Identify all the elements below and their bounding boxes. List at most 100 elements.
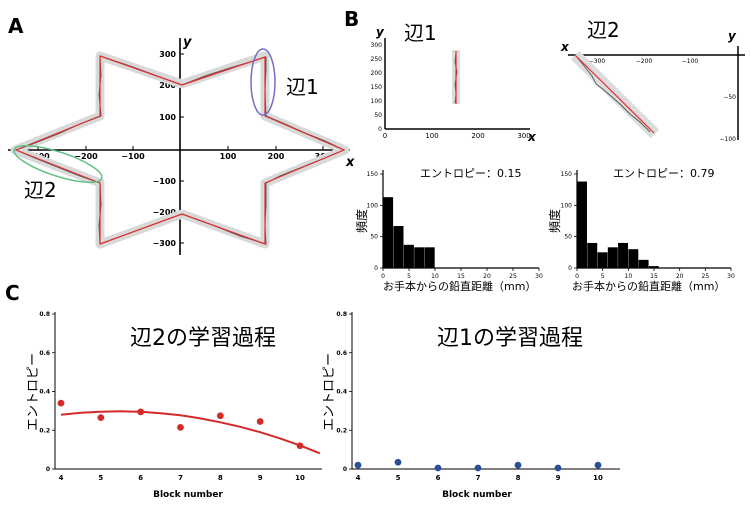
scatter-y-tick: 0.4 [336, 389, 347, 396]
hist-x-tick: 20 [676, 273, 684, 280]
scatter-x-tick: 8 [218, 474, 223, 482]
scatter-x-tick: 6 [138, 474, 143, 482]
scatter-point [216, 412, 224, 420]
scatter-point [594, 461, 602, 469]
scatter-point [137, 408, 145, 416]
scatter-y-tick: 0.4 [39, 389, 50, 396]
a-y-tick: −200 [153, 208, 177, 217]
hist-x-tick: 15 [650, 273, 658, 280]
b-edge2-trace [575, 55, 651, 133]
scatter-x-tick: 4 [356, 474, 361, 482]
b-edge2-y-tick: −50 [723, 94, 736, 101]
a-edge1-label: 辺1 [286, 75, 319, 99]
a-star-reference [15, 55, 345, 245]
scatter-x-label: Block number [442, 490, 512, 500]
b-edge2-y-tick: −100 [720, 136, 737, 143]
a-edge2-highlight [13, 145, 103, 183]
hist-y-tick: 150 [367, 171, 379, 178]
hist-x-tick: 25 [702, 273, 710, 280]
scatter-point [296, 442, 304, 450]
a-y-tick: 300 [159, 50, 176, 59]
hist-y-tick: 50 [564, 234, 572, 241]
b-edge2-x-tick: −100 [682, 58, 699, 65]
hist-bar [577, 181, 587, 268]
hist-bar [628, 249, 639, 268]
scatter-x-tick: 6 [436, 474, 441, 482]
b-edge1-title: 辺1 [404, 21, 437, 45]
b-edge1-x-tick: 200 [471, 132, 484, 140]
hist-bar [638, 259, 649, 268]
b-edge2-title: 辺2 [587, 18, 620, 42]
hist-x-tick: 20 [483, 273, 491, 280]
b-edge1-y-tick: 250 [371, 56, 383, 63]
b-edge2-x-label: x [560, 40, 570, 54]
scatter-y-tick: 0.8 [39, 311, 50, 318]
panel-a-star-plot: x y −300 −200 −100 100 200 300 300 200 1… [8, 35, 355, 255]
scatter-point [256, 418, 264, 425]
a-x-tick: −200 [74, 152, 98, 161]
hist-y-tick: 0 [374, 265, 378, 272]
scatter-x-label: Block number [153, 490, 223, 500]
b-edge1-plot: 辺1 y x 0 50 100 150 200 250 300 0 100 20… [371, 21, 537, 144]
b-edge2-x-tick: −300 [589, 58, 606, 65]
scatter-x-tick: 9 [258, 474, 263, 482]
scatter-y-tick: 0.2 [336, 427, 347, 434]
b-edge1-x-tick: 0 [383, 132, 387, 140]
a-y-tick: −300 [153, 239, 177, 248]
scatter-x-tick: 9 [556, 474, 561, 482]
hist-y-tick: 150 [561, 171, 573, 178]
panel-letter-c: C [5, 281, 20, 305]
hist-y-tick: 100 [367, 202, 379, 209]
hist-bar [597, 252, 608, 268]
scatter-x-tick: 8 [516, 474, 521, 482]
hist-x-tick: 30 [727, 273, 735, 280]
hist-bar [414, 247, 425, 268]
hist-bar [618, 242, 629, 268]
hist-x-tick: 5 [407, 273, 411, 280]
b-histogram-edge1: 0 5 10 15 20 25 30 0 50 100 150 エントロピー：0.15 頻度お手本からの… [354, 167, 543, 293]
scatter-point [177, 423, 184, 431]
scatter-point [394, 458, 402, 466]
a-x-tick: −100 [121, 152, 145, 161]
b-edge1-y-label: y [376, 25, 385, 39]
hist-x-tick: 0 [381, 273, 385, 280]
scatter-y-tick: 0.6 [336, 350, 347, 357]
hist-x-tick: 15 [457, 273, 465, 280]
a-x-tick: 100 [220, 152, 237, 161]
b-edge2-y-label: y [728, 29, 737, 43]
panel-letter-b: B [344, 7, 359, 31]
hist-x-tick: 10 [431, 273, 439, 280]
scatter-y-tick: 0.2 [39, 427, 50, 434]
scatter-point [514, 461, 522, 469]
b-edge2-plot: 辺2 x y −300 −200 −100 −50 −100 [560, 18, 745, 143]
scatter-x-tick: 7 [476, 474, 481, 482]
hist-bar [648, 266, 659, 268]
hist-y-tick: 100 [561, 202, 573, 209]
scatter-x-tick: 5 [396, 474, 401, 482]
hist-y-label: 頻度 [547, 209, 562, 233]
hist-x-tick: 10 [625, 273, 633, 280]
scatter-title: 辺2の学習過程 [130, 326, 276, 351]
b-edge1-y-tick: 50 [374, 112, 382, 119]
hist-x-label: お手本からの鉛直距離（mm） [572, 279, 725, 293]
scatter-x-tick: 10 [295, 474, 305, 482]
a-x-tick: 200 [268, 152, 285, 161]
hist-bar [393, 226, 404, 268]
a-edge2-label: 辺2 [24, 178, 57, 202]
scatter-point [554, 464, 562, 472]
a-x-axis-label: x [345, 155, 355, 170]
scatter-point [97, 414, 105, 422]
scatter-y-tick: 0.6 [39, 350, 50, 357]
hist-bar [383, 197, 394, 268]
b-edge2-x-tick: −200 [636, 58, 653, 65]
hist-x-tick: 30 [535, 273, 543, 280]
scatter-x-tick: 5 [98, 474, 103, 482]
hist-bar [424, 247, 435, 268]
a-edge1-highlight [250, 48, 276, 116]
scatter-x-tick: 10 [593, 474, 603, 482]
scatter-point [474, 464, 482, 472]
hist-y-label: 頻度 [354, 209, 369, 233]
